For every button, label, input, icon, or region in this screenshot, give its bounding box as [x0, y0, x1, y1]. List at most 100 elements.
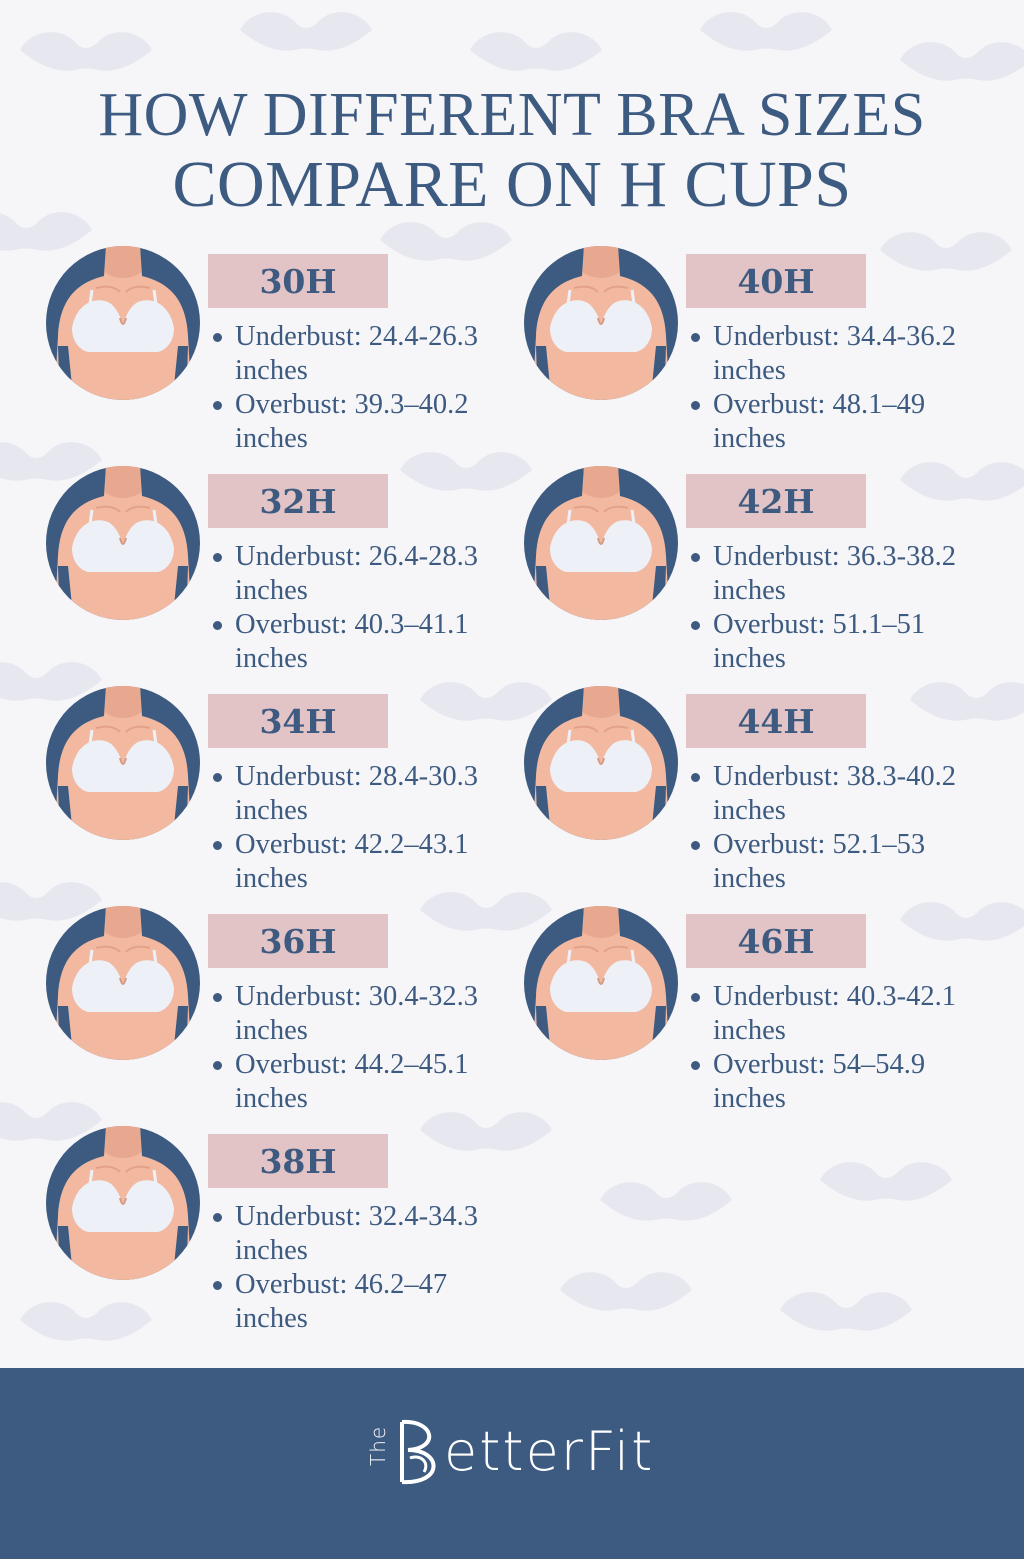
underbust-value: Underbust: 34.4-36.2 [713, 321, 957, 352]
underbust-item: Underbust: 32.4-34.3 inches [210, 1200, 525, 1268]
measurement-list: Underbust: 28.4-30.3 inches Overbust: 42.… [210, 760, 525, 896]
underbust-unit: inches [235, 575, 308, 606]
size-label: 40H [686, 254, 866, 308]
measurement-list: Underbust: 38.3-40.2 inches Overbust: 52.… [688, 760, 1003, 896]
size-label: 34H [208, 694, 388, 748]
underbust-unit: inches [713, 1015, 786, 1046]
underbust-item: Underbust: 38.3-40.2 inches [688, 760, 1003, 828]
bust-illustration [524, 246, 678, 400]
bullet-icon [213, 1281, 222, 1290]
underbust-item: Underbust: 30.4-32.3 inches [210, 980, 525, 1048]
size-card-40h: 40H Underbust: 34.4-36.2 inches Overbust:… [524, 246, 994, 456]
overbust-value: Overbust: 46.2–47 [235, 1269, 448, 1300]
underbust-unit: inches [713, 795, 786, 826]
size-label: 36H [208, 914, 388, 968]
underbust-value: Underbust: 40.3-42.1 [713, 981, 957, 1012]
bullet-icon [691, 993, 700, 1002]
bullet-icon [213, 553, 222, 562]
overbust-unit: inches [713, 1083, 786, 1114]
overbust-value: Overbust: 44.2–45.1 [235, 1049, 469, 1080]
bullet-icon [691, 401, 700, 410]
underbust-item: Underbust: 24.4-26.3 inches [210, 320, 525, 388]
underbust-unit: inches [235, 1015, 308, 1046]
size-label: 44H [686, 694, 866, 748]
bullet-icon [213, 773, 222, 782]
bust-illustration [46, 246, 200, 400]
size-label: 46H [686, 914, 866, 968]
overbust-item: Overbust: 39.3–40.2 inches [210, 388, 525, 456]
overbust-item: Overbust: 51.1–51 inches [688, 608, 1003, 676]
size-label: 30H [208, 254, 388, 308]
measurement-list: Underbust: 34.4-36.2 inches Overbust: 48.… [688, 320, 1003, 456]
size-card-42h: 42H Underbust: 36.3-38.2 inches Overbust:… [524, 466, 994, 676]
underbust-item: Underbust: 28.4-30.3 inches [210, 760, 525, 828]
footer-banner: The etterFit [0, 1368, 1024, 1559]
bullet-icon [213, 401, 222, 410]
bullet-icon [213, 621, 222, 630]
logo-wordmark: etterFit [444, 1420, 655, 1483]
bullet-icon [691, 841, 700, 850]
overbust-unit: inches [235, 1303, 308, 1334]
overbust-item: Overbust: 48.1–49 inches [688, 388, 1003, 456]
bust-illustration [524, 466, 678, 620]
bust-illustration [46, 686, 200, 840]
overbust-value: Overbust: 54–54.9 [713, 1049, 926, 1080]
overbust-item: Overbust: 54–54.9 inches [688, 1048, 1003, 1116]
size-card-36h: 36H Underbust: 30.4-32.3 inches Overbust:… [46, 906, 516, 1116]
measurement-list: Underbust: 30.4-32.3 inches Overbust: 44.… [210, 980, 525, 1116]
size-card-38h: 38H Underbust: 32.4-34.3 inches Overbust:… [46, 1126, 516, 1336]
bullet-icon [691, 773, 700, 782]
measurement-list: Underbust: 24.4-26.3 inches Overbust: 39.… [210, 320, 525, 456]
overbust-item: Overbust: 44.2–45.1 inches [210, 1048, 525, 1116]
underbust-value: Underbust: 28.4-30.3 [235, 761, 479, 792]
bust-illustration [524, 906, 678, 1060]
overbust-value: Overbust: 52.1–53 [713, 829, 926, 860]
overbust-value: Overbust: 42.2–43.1 [235, 829, 469, 860]
underbust-unit: inches [713, 355, 786, 386]
size-card-46h: 46H Underbust: 40.3-42.1 inches Overbust:… [524, 906, 994, 1116]
underbust-item: Underbust: 40.3-42.1 inches [688, 980, 1003, 1048]
overbust-value: Overbust: 51.1–51 [713, 609, 926, 640]
size-card-32h: 32H Underbust: 26.4-28.3 inches Overbust:… [46, 466, 516, 676]
overbust-unit: inches [713, 423, 786, 454]
overbust-item: Overbust: 40.3–41.1 inches [210, 608, 525, 676]
bullet-icon [213, 841, 222, 850]
page-title-line-1: HOW DIFFERENT BRA SIZES [98, 81, 926, 149]
size-label: 38H [208, 1134, 388, 1188]
underbust-value: Underbust: 36.3-38.2 [713, 541, 957, 572]
underbust-item: Underbust: 26.4-28.3 inches [210, 540, 525, 608]
bullet-icon [213, 1061, 222, 1070]
underbust-value: Underbust: 38.3-40.2 [713, 761, 957, 792]
measurement-list: Underbust: 36.3-38.2 inches Overbust: 51.… [688, 540, 1003, 676]
brand-logo[interactable]: The etterFit [360, 1408, 680, 1518]
underbust-unit: inches [235, 355, 308, 386]
overbust-value: Overbust: 48.1–49 [713, 389, 926, 420]
bullet-icon [213, 333, 222, 342]
underbust-value: Underbust: 26.4-28.3 [235, 541, 479, 572]
underbust-unit: inches [235, 1235, 308, 1266]
bust-illustration [46, 466, 200, 620]
bullet-icon [213, 993, 222, 1002]
size-label: 32H [208, 474, 388, 528]
measurement-list: Underbust: 40.3-42.1 inches Overbust: 54–… [688, 980, 1003, 1116]
measurement-list: Underbust: 26.4-28.3 inches Overbust: 40.… [210, 540, 525, 676]
bust-illustration [46, 906, 200, 1060]
logo-b-mark-icon [400, 1419, 436, 1485]
overbust-unit: inches [235, 643, 308, 674]
overbust-value: Overbust: 40.3–41.1 [235, 609, 469, 640]
bullet-icon [691, 1061, 700, 1070]
size-card-30h: 30H Underbust: 24.4-26.3 inches Overbust:… [46, 246, 516, 456]
underbust-item: Underbust: 34.4-36.2 inches [688, 320, 1003, 388]
overbust-unit: inches [235, 1083, 308, 1114]
measurement-list: Underbust: 32.4-34.3 inches Overbust: 46.… [210, 1200, 525, 1336]
underbust-unit: inches [713, 575, 786, 606]
size-card-44h: 44H Underbust: 38.3-40.2 inches Overbust:… [524, 686, 994, 896]
underbust-unit: inches [235, 795, 308, 826]
bust-illustration [524, 686, 678, 840]
underbust-value: Underbust: 32.4-34.3 [235, 1201, 479, 1232]
overbust-unit: inches [235, 863, 308, 894]
overbust-item: Overbust: 46.2–47 inches [210, 1268, 525, 1336]
underbust-item: Underbust: 36.3-38.2 inches [688, 540, 1003, 608]
overbust-unit: inches [713, 643, 786, 674]
overbust-item: Overbust: 52.1–53 inches [688, 828, 1003, 896]
